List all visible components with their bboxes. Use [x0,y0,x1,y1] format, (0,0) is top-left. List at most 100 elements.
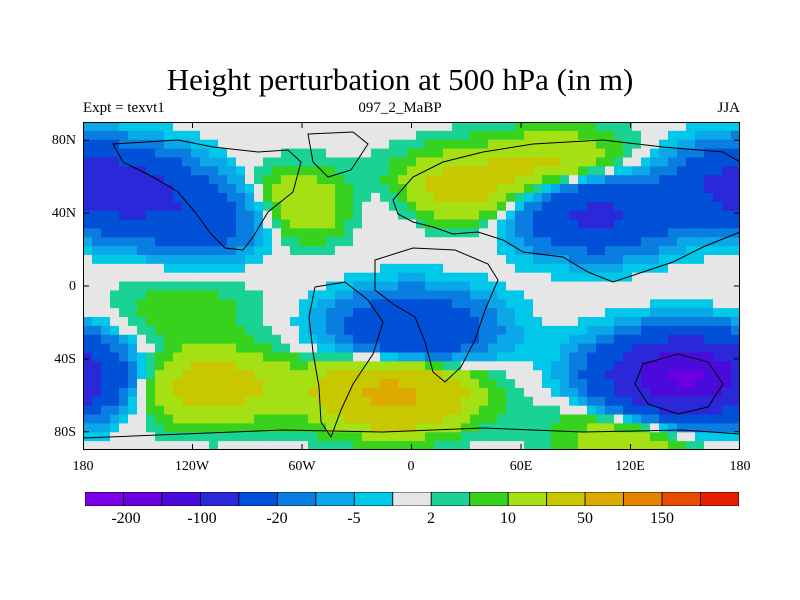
field-cell [506,219,516,229]
field-cell [533,334,543,345]
field-cell [605,432,615,442]
field-cell [452,308,462,318]
field-cell [209,370,219,380]
field-cell [677,441,687,450]
field-cell [137,130,147,141]
field-cell [380,157,390,167]
field-cell [218,272,228,283]
field-cell [164,122,174,132]
field-cell [551,432,561,442]
field-cell [722,237,732,247]
field-cell [353,263,363,274]
field-cell [515,237,525,247]
field-cell [119,325,129,336]
field-cell [470,352,480,362]
y-tick-40s: 40S [54,352,76,367]
field-cell [443,166,453,176]
field-cell [290,317,300,327]
field-cell [560,317,570,327]
field-cell [299,122,309,132]
field-cell [452,166,462,176]
field-cell [137,325,147,336]
field-cell [227,148,237,159]
field-cell [164,175,174,185]
field-cell [515,184,525,194]
field-cell [245,281,255,292]
field-cell [155,432,165,442]
field-cell [218,139,228,150]
field-cell [434,254,444,265]
field-cell [371,263,381,274]
field-cell [254,387,264,398]
field-cell [173,148,183,159]
field-cell [497,219,507,229]
field-cell [182,405,192,416]
field-cell [623,263,633,274]
field-cell [542,281,552,292]
field-cell [398,290,408,300]
field-cell [371,299,381,309]
field-cell [344,441,354,450]
field-cell [173,122,183,132]
field-cell [650,210,660,221]
field-cell [695,405,705,416]
field-cell [587,210,597,221]
field-cell [578,370,588,380]
field-cell [578,192,588,203]
field-cell [677,414,687,424]
field-cell [443,299,453,309]
field-cell [506,423,516,433]
field-cell [722,166,732,176]
field-cell [92,299,102,309]
field-cell [110,423,120,433]
field-cell [542,317,552,327]
field-cell [623,201,633,212]
field-cell [668,361,678,371]
field-cell [110,317,120,327]
field-cell [119,184,129,194]
colorbar-swatch [392,492,432,506]
field-cell [686,219,696,229]
field-cell [245,325,255,336]
field-cell [650,423,660,433]
field-cell [389,246,399,256]
field-cell [560,272,570,283]
field-cell [551,130,561,141]
field-cell [686,246,696,256]
field-cell [164,343,174,354]
field-cell [425,219,435,229]
field-cell [722,148,732,159]
field-cell [497,201,507,212]
field-cell [425,441,435,450]
cbar-label-150: 150 [650,510,674,527]
field-cell [137,414,147,424]
field-cell [92,387,102,398]
field-cell [353,308,363,318]
field-cell [173,192,183,203]
field-cell [164,405,174,416]
field-cell [191,281,201,292]
field-cell [605,130,615,141]
field-cell [209,414,219,424]
field-cell [542,228,552,238]
field-cell [92,201,102,212]
field-cell [533,414,543,424]
field-cell [245,361,255,371]
field-cell [434,210,444,221]
field-cell [101,201,111,212]
field-cell [101,254,111,265]
field-cell [155,192,165,203]
field-cell [254,122,264,132]
field-cell [353,184,363,194]
field-cell [641,432,651,442]
field-cell [299,175,309,185]
field-cell [479,228,489,238]
field-cell [389,334,399,345]
field-cell [353,325,363,336]
field-cell [326,423,336,433]
field-cell [146,157,156,167]
field-cell [317,148,327,159]
field-cell [434,219,444,229]
field-cell [317,432,327,442]
field-cell [290,432,300,442]
